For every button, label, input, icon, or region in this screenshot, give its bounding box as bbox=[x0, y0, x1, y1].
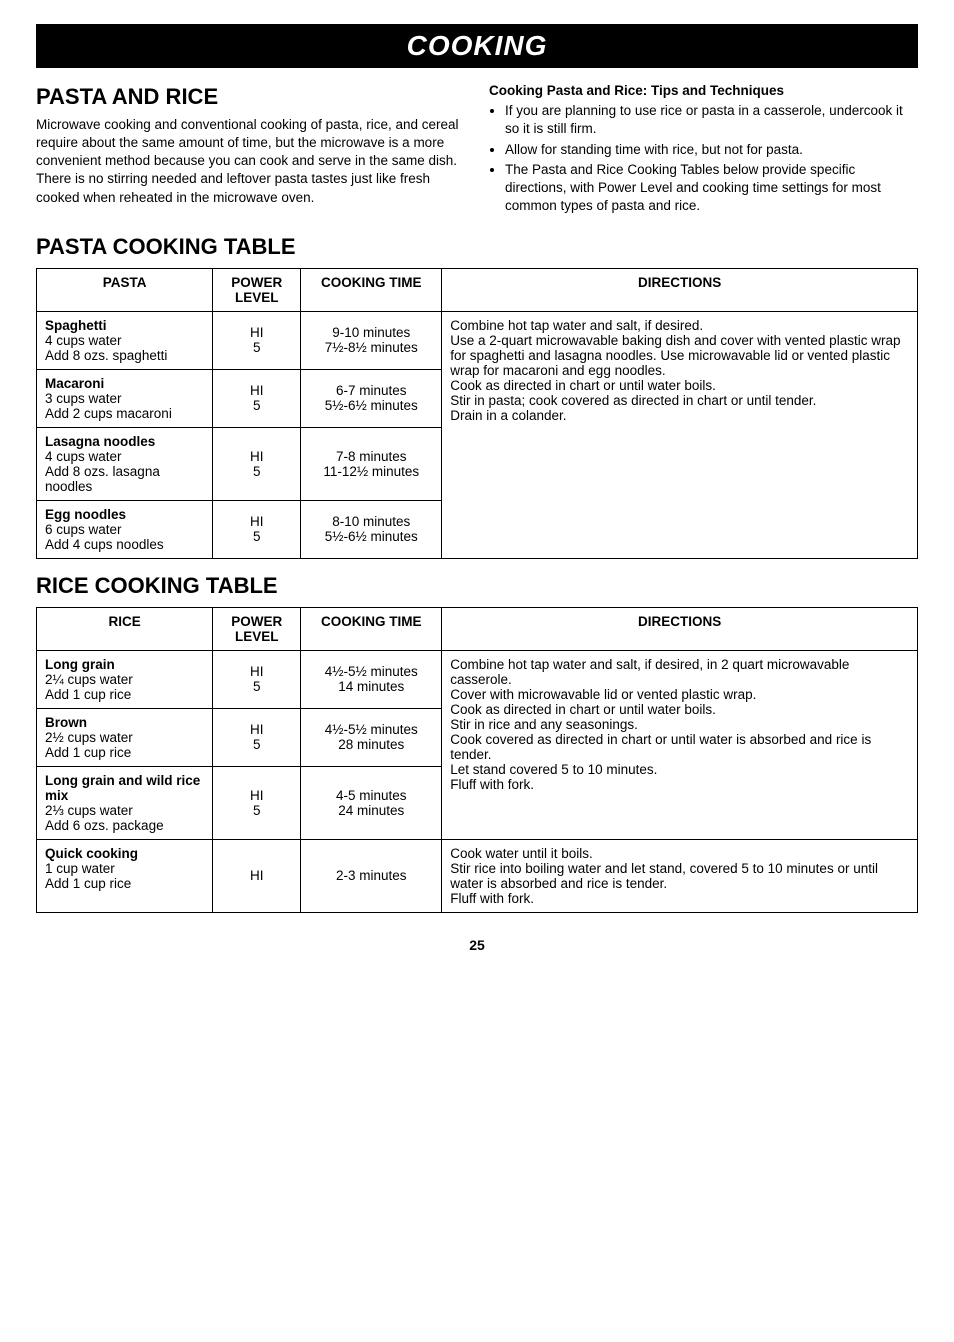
cell-item: Long grain and wild rice mix2⅓ cups wate… bbox=[37, 766, 213, 839]
cell-power: HI5 bbox=[213, 766, 301, 839]
tips-list: If you are planning to use rice or pasta… bbox=[489, 102, 918, 215]
row-sub: 2⅓ cups waterAdd 6 ozs. package bbox=[45, 803, 164, 833]
table-row: Spaghetti4 cups waterAdd 8 ozs. spaghett… bbox=[37, 311, 918, 369]
cell-directions: Combine hot tap water and salt, if desir… bbox=[442, 650, 918, 839]
tips-item: Allow for standing time with rice, but n… bbox=[505, 141, 918, 159]
tips-title: Cooking Pasta and Rice: Tips and Techniq… bbox=[489, 82, 918, 100]
cell-time: 4½-5½ minutes14 minutes bbox=[301, 650, 442, 708]
row-sub: 3 cups waterAdd 2 cups macaroni bbox=[45, 391, 172, 421]
row-label: Egg noodles bbox=[45, 507, 126, 522]
row-label: Long grain and wild rice mix bbox=[45, 773, 200, 803]
rice-table-title: RICE COOKING TABLE bbox=[36, 573, 918, 599]
row-sub: 6 cups waterAdd 4 cups noodles bbox=[45, 522, 164, 552]
tips-item: The Pasta and Rice Cooking Tables below … bbox=[505, 161, 918, 216]
cell-directions: Combine hot tap water and salt, if desir… bbox=[442, 311, 918, 558]
cell-power: HI5 bbox=[213, 708, 301, 766]
table-row: Long grain2¼ cups waterAdd 1 cup rice HI… bbox=[37, 650, 918, 708]
cell-power: HI5 bbox=[213, 311, 301, 369]
cell-power: HI5 bbox=[213, 427, 301, 500]
pasta-table-title: PASTA COOKING TABLE bbox=[36, 234, 918, 260]
th-time: COOKING TIME bbox=[301, 268, 442, 311]
row-sub: 1 cup waterAdd 1 cup rice bbox=[45, 861, 131, 891]
cell-time: 2-3 minutes bbox=[301, 839, 442, 912]
row-sub: 4 cups waterAdd 8 ozs. lasagna noodles bbox=[45, 449, 160, 494]
cell-time: 6-7 minutes5½-6½ minutes bbox=[301, 369, 442, 427]
cell-power: HI5 bbox=[213, 369, 301, 427]
cell-power: HI5 bbox=[213, 500, 301, 558]
row-sub: 4 cups waterAdd 8 ozs. spaghetti bbox=[45, 333, 167, 363]
row-label: Lasagna noodles bbox=[45, 434, 155, 449]
th-power: POWER LEVEL bbox=[213, 268, 301, 311]
rice-table: RICE POWER LEVEL COOKING TIME DIRECTIONS… bbox=[36, 607, 918, 913]
th-power: POWER LEVEL bbox=[213, 607, 301, 650]
cell-time: 9-10 minutes7½-8½ minutes bbox=[301, 311, 442, 369]
cell-item: Long grain2¼ cups waterAdd 1 cup rice bbox=[37, 650, 213, 708]
intro-left: PASTA AND RICE Microwave cooking and con… bbox=[36, 82, 465, 218]
th-directions: DIRECTIONS bbox=[442, 268, 918, 311]
page-banner: COOKING bbox=[36, 24, 918, 68]
cell-item: Quick cooking1 cup waterAdd 1 cup rice bbox=[37, 839, 213, 912]
cell-time: 4-5 minutes24 minutes bbox=[301, 766, 442, 839]
pasta-table: PASTA POWER LEVEL COOKING TIME DIRECTION… bbox=[36, 268, 918, 559]
intro-heading: PASTA AND RICE bbox=[36, 82, 465, 112]
th-directions: DIRECTIONS bbox=[442, 607, 918, 650]
cell-item: Lasagna noodles4 cups waterAdd 8 ozs. la… bbox=[37, 427, 213, 500]
cell-item: Egg noodles6 cups waterAdd 4 cups noodle… bbox=[37, 500, 213, 558]
row-label: Long grain bbox=[45, 657, 115, 672]
row-sub: 2½ cups waterAdd 1 cup rice bbox=[45, 730, 133, 760]
cell-item: Brown2½ cups waterAdd 1 cup rice bbox=[37, 708, 213, 766]
row-label: Brown bbox=[45, 715, 87, 730]
intro-right: Cooking Pasta and Rice: Tips and Techniq… bbox=[489, 82, 918, 218]
cell-time: 7-8 minutes11-12½ minutes bbox=[301, 427, 442, 500]
th-rice: RICE bbox=[37, 607, 213, 650]
cell-time: 4½-5½ minutes28 minutes bbox=[301, 708, 442, 766]
row-label: Macaroni bbox=[45, 376, 104, 391]
tips-item: If you are planning to use rice or pasta… bbox=[505, 102, 918, 138]
table-header-row: PASTA POWER LEVEL COOKING TIME DIRECTION… bbox=[37, 268, 918, 311]
cell-power: HI bbox=[213, 839, 301, 912]
row-label: Spaghetti bbox=[45, 318, 107, 333]
cell-item: Macaroni3 cups waterAdd 2 cups macaroni bbox=[37, 369, 213, 427]
intro-columns: PASTA AND RICE Microwave cooking and con… bbox=[36, 82, 918, 218]
th-pasta: PASTA bbox=[37, 268, 213, 311]
row-label: Quick cooking bbox=[45, 846, 138, 861]
table-row: Quick cooking1 cup waterAdd 1 cup rice H… bbox=[37, 839, 918, 912]
cell-time: 8-10 minutes5½-6½ minutes bbox=[301, 500, 442, 558]
row-sub: 2¼ cups waterAdd 1 cup rice bbox=[45, 672, 133, 702]
intro-body: Microwave cooking and conventional cooki… bbox=[36, 116, 465, 207]
cell-directions: Cook water until it boils.Stir rice into… bbox=[442, 839, 918, 912]
cell-item: Spaghetti4 cups waterAdd 8 ozs. spaghett… bbox=[37, 311, 213, 369]
page-number: 25 bbox=[36, 937, 918, 953]
th-time: COOKING TIME bbox=[301, 607, 442, 650]
cell-power: HI5 bbox=[213, 650, 301, 708]
table-header-row: RICE POWER LEVEL COOKING TIME DIRECTIONS bbox=[37, 607, 918, 650]
